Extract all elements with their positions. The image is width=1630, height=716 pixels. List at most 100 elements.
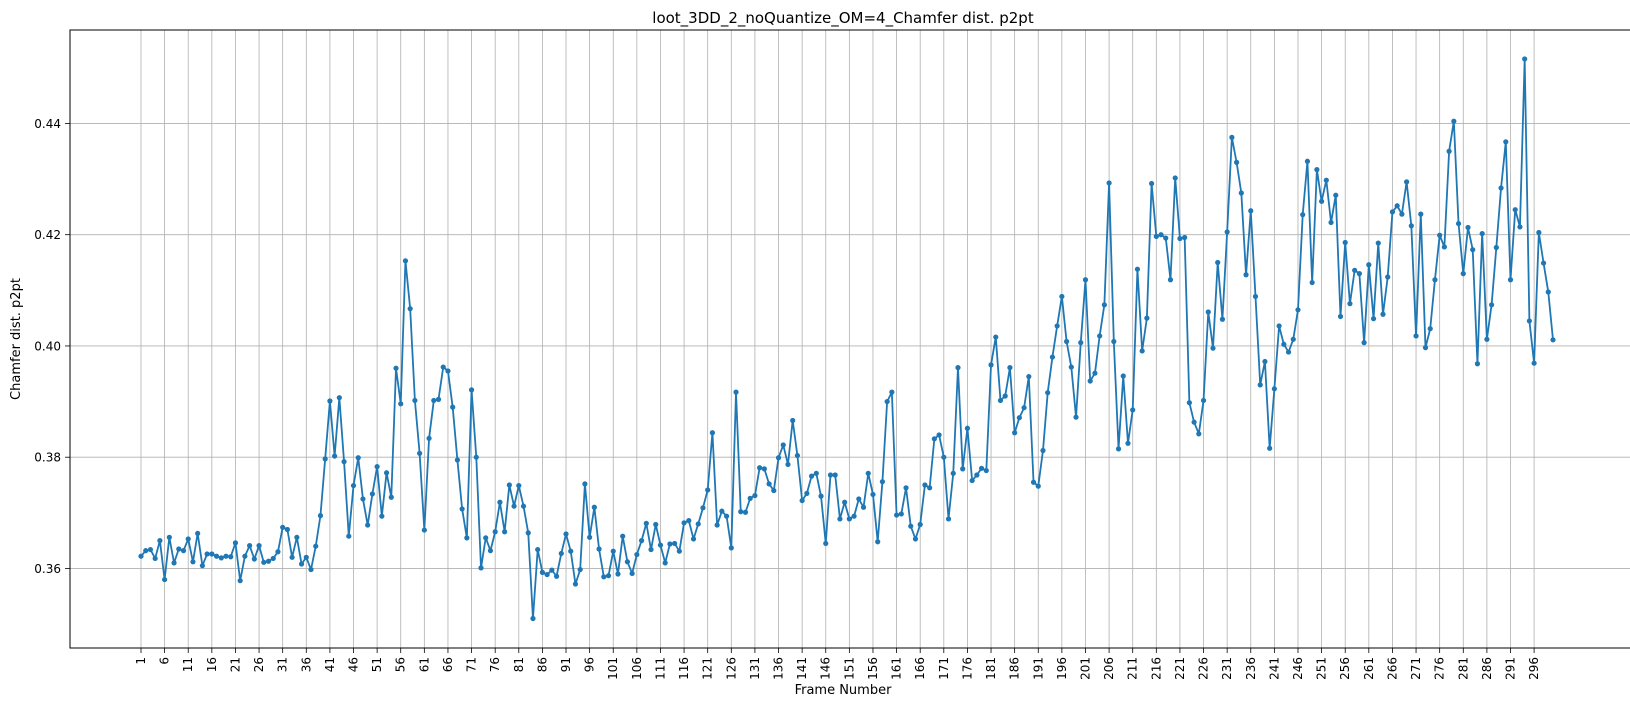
data-point	[983, 467, 989, 474]
data-point	[1045, 390, 1051, 396]
data-point	[1101, 302, 1107, 308]
data-point	[1455, 220, 1462, 227]
data-point	[431, 397, 437, 404]
data-point	[450, 404, 456, 410]
x-tick-label: 166	[913, 657, 927, 680]
data-point	[1097, 333, 1103, 339]
data-point	[511, 503, 517, 509]
data-point	[544, 571, 550, 578]
x-tick-label: 1	[134, 657, 148, 665]
data-point	[1370, 316, 1377, 322]
data-point	[1229, 134, 1235, 140]
data-point	[1219, 316, 1226, 322]
x-tick-label: 41	[323, 657, 337, 672]
data-point	[1413, 333, 1419, 339]
x-tick-label: 16	[205, 657, 219, 672]
data-point	[1352, 267, 1358, 273]
x-tick-label: 261	[1362, 657, 1376, 680]
data-point	[275, 549, 281, 555]
data-point	[1148, 180, 1155, 187]
data-point	[823, 540, 829, 547]
data-point	[1002, 393, 1008, 399]
data-point	[209, 551, 215, 557]
data-point	[1252, 293, 1259, 300]
data-point	[1191, 419, 1197, 425]
data-point	[667, 541, 673, 547]
data-point	[1300, 212, 1306, 218]
data-point	[596, 546, 602, 552]
data-point	[1026, 373, 1032, 380]
x-tick-label: 116	[677, 657, 691, 680]
data-point	[247, 543, 253, 549]
data-point	[723, 513, 730, 519]
data-point	[147, 546, 154, 553]
data-point	[473, 454, 479, 460]
data-point	[950, 470, 956, 476]
data-point	[974, 472, 980, 478]
data-point	[1016, 415, 1022, 421]
data-point	[525, 530, 531, 536]
data-point	[757, 465, 763, 471]
data-point	[572, 581, 579, 587]
data-point	[818, 493, 824, 499]
data-point	[672, 540, 678, 547]
data-point	[1309, 279, 1315, 286]
data-point	[1498, 185, 1504, 191]
data-point	[738, 509, 744, 515]
data-point	[1526, 318, 1532, 324]
data-point	[568, 548, 574, 554]
data-point	[634, 551, 640, 558]
data-point	[549, 567, 555, 573]
data-point	[1337, 313, 1344, 320]
data-point	[766, 481, 772, 487]
x-tick-label: 146	[819, 657, 833, 680]
data-point	[204, 551, 210, 557]
data-point	[1375, 240, 1381, 246]
data-point	[1451, 118, 1457, 124]
chart-title: loot_3DD_2_noQuantize_OM=4_Chamfer dist.…	[652, 9, 1034, 28]
data-point	[157, 538, 163, 544]
data-point	[478, 565, 484, 571]
data-point	[610, 548, 616, 554]
data-point	[195, 530, 201, 537]
x-tick-label: 161	[890, 657, 904, 680]
data-point	[454, 457, 461, 463]
data-point	[402, 258, 409, 264]
data-point	[922, 482, 928, 488]
data-point	[775, 455, 782, 461]
data-point	[695, 521, 701, 527]
data-point	[752, 492, 758, 499]
data-point	[1545, 289, 1551, 295]
data-point	[1389, 209, 1396, 215]
data-point	[842, 499, 848, 505]
data-point	[1540, 260, 1547, 266]
data-point	[1233, 159, 1240, 165]
y-tick-label: 0.44	[34, 117, 61, 131]
data-point	[1333, 192, 1339, 198]
data-point	[856, 496, 862, 502]
data-point	[1125, 440, 1131, 446]
data-point	[865, 470, 871, 476]
data-point	[185, 536, 191, 542]
data-point	[1262, 358, 1268, 365]
data-point	[1474, 361, 1481, 367]
data-point	[912, 536, 919, 542]
data-point	[346, 533, 352, 539]
data-point	[398, 401, 404, 407]
data-point	[1059, 293, 1065, 300]
data-point	[1248, 208, 1254, 214]
data-point	[591, 504, 597, 510]
data-point	[143, 548, 149, 554]
data-point	[875, 539, 881, 545]
data-point	[1012, 430, 1018, 436]
x-tick-label: 51	[370, 657, 384, 672]
data-point	[790, 417, 796, 424]
data-point	[794, 452, 801, 459]
data-point	[700, 505, 706, 511]
data-point	[1167, 277, 1174, 283]
data-point	[1210, 345, 1216, 351]
data-point	[1158, 232, 1164, 238]
data-point	[313, 543, 319, 549]
data-point	[1484, 336, 1490, 342]
